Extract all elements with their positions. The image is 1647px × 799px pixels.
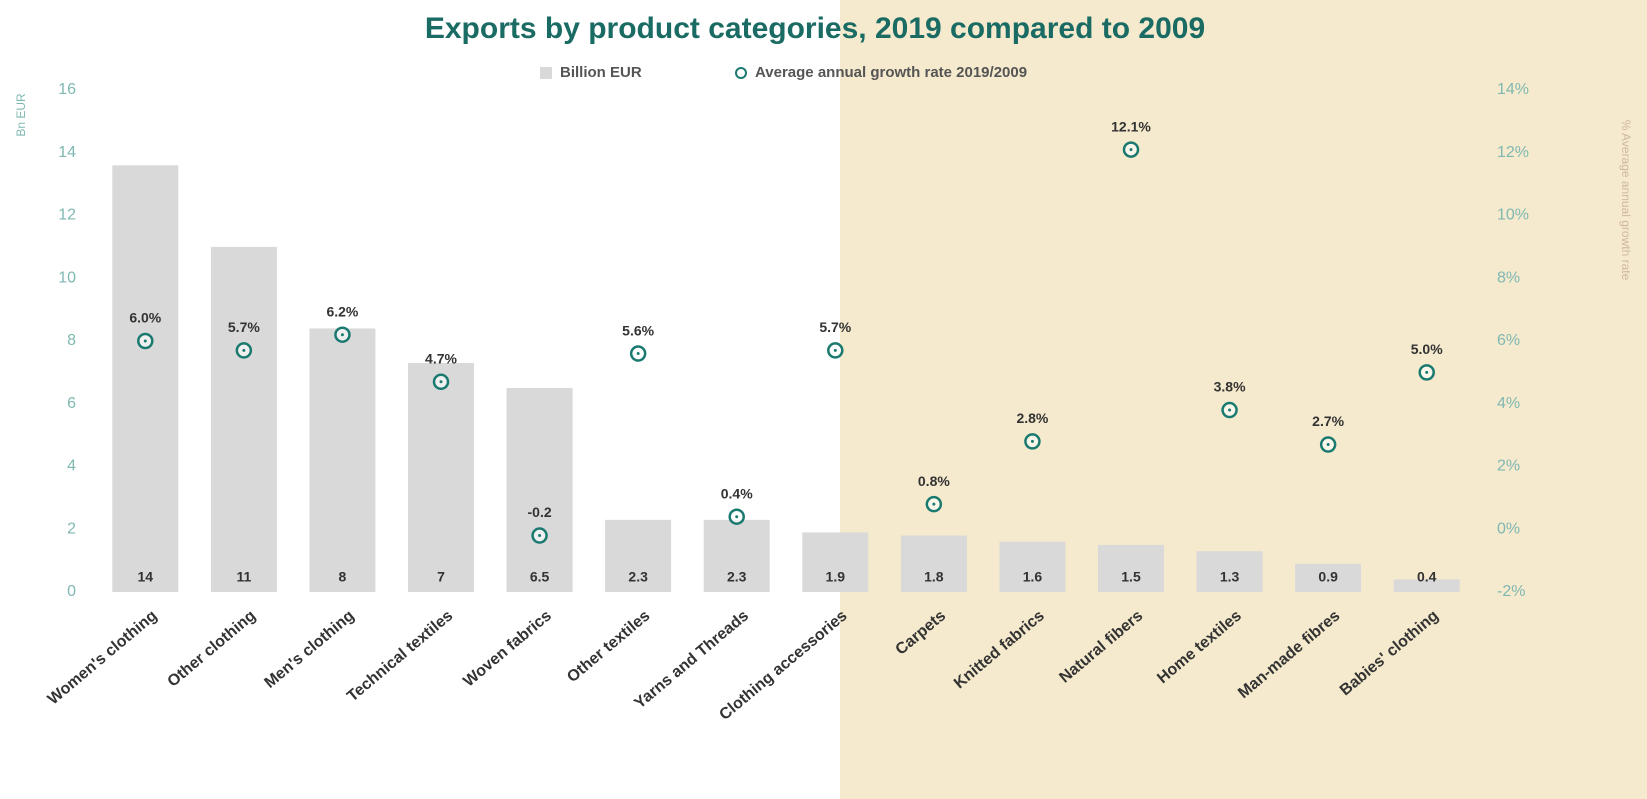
bar-value-label: 1.8 xyxy=(924,569,944,585)
growth-marker-dot xyxy=(833,348,837,352)
growth-value-label: 4.7% xyxy=(425,350,457,366)
growth-value-label: 5.6% xyxy=(622,322,654,338)
photo-overlay xyxy=(840,0,1647,799)
bar xyxy=(1393,579,1460,592)
bar xyxy=(309,328,376,592)
growth-value-label: 3.8% xyxy=(1214,379,1246,395)
y-tick-label: 6 xyxy=(67,395,76,412)
growth-marker-dot xyxy=(1228,408,1232,412)
growth-marker-dot xyxy=(636,352,640,356)
bar-value-label: 1.6 xyxy=(1023,569,1043,585)
bar-value-label: 6.5 xyxy=(530,569,550,585)
y-tick-label: 4 xyxy=(67,458,76,475)
bar-value-label: 7 xyxy=(437,569,445,585)
y2-axis-title: % Average annual growth rate xyxy=(1619,120,1633,281)
y-tick-label: 10 xyxy=(58,269,76,286)
y2-tick-label: 12% xyxy=(1497,144,1529,161)
y-tick-label: 0 xyxy=(67,583,76,600)
bar xyxy=(999,541,1066,592)
bar xyxy=(1196,551,1263,592)
growth-marker-dot xyxy=(932,502,936,506)
bar xyxy=(900,535,967,592)
y-axis-title: Bn EUR xyxy=(14,93,28,137)
bar-value-label: 0.9 xyxy=(1318,569,1338,585)
growth-value-label: 6.0% xyxy=(129,310,161,326)
growth-marker-dot xyxy=(143,339,147,343)
growth-value-label: 2.8% xyxy=(1016,410,1048,426)
bar-value-label: 1.5 xyxy=(1121,569,1141,585)
y-tick-label: 2 xyxy=(67,520,76,537)
growth-value-label: 5.7% xyxy=(819,319,851,335)
growth-marker-dot xyxy=(1129,148,1133,152)
y-tick-label: 8 xyxy=(67,332,76,349)
bar-value-label: 14 xyxy=(137,569,153,585)
bar-value-label: 0.4 xyxy=(1417,569,1437,585)
bar-value-label: 1.3 xyxy=(1220,569,1240,585)
growth-marker-dot xyxy=(735,515,739,519)
y2-tick-label: 14% xyxy=(1497,81,1529,98)
bar xyxy=(112,165,179,593)
bar-value-label: 2.3 xyxy=(628,569,648,585)
y2-tick-label: -2% xyxy=(1497,583,1525,600)
bar xyxy=(1295,563,1362,592)
growth-value-label: 5.0% xyxy=(1411,341,1443,357)
bar xyxy=(605,519,672,592)
y2-tick-label: 6% xyxy=(1497,332,1520,349)
y2-tick-label: 4% xyxy=(1497,395,1520,412)
growth-marker-dot xyxy=(340,333,344,337)
bar xyxy=(506,388,573,592)
bar-value-label: 1.9 xyxy=(826,569,846,585)
bar-value-label: 11 xyxy=(236,569,251,585)
growth-marker-dot xyxy=(242,348,246,352)
growth-value-label: 6.2% xyxy=(326,303,358,319)
chart-title: Exports by product categories, 2019 comp… xyxy=(425,12,1205,45)
bar-value-label: 8 xyxy=(339,569,347,585)
y2-tick-label: 2% xyxy=(1497,458,1520,475)
legend-label: Average annual growth rate 2019/2009 xyxy=(755,64,1027,81)
growth-value-label: 12.1% xyxy=(1111,118,1151,134)
bar xyxy=(802,532,869,592)
y2-tick-label: 10% xyxy=(1497,207,1529,224)
y-tick-label: 16 xyxy=(58,81,76,98)
legend-swatch xyxy=(540,67,552,79)
y-tick-label: 12 xyxy=(58,207,76,224)
growth-marker-dot xyxy=(1326,443,1330,447)
y2-tick-label: 8% xyxy=(1497,269,1520,286)
bar xyxy=(408,362,474,592)
legend-label: Billion EUR xyxy=(560,64,642,81)
growth-marker-dot xyxy=(1425,370,1429,374)
bar xyxy=(703,519,770,592)
bar-value-label: 2.3 xyxy=(727,569,747,585)
growth-value-label: 0.4% xyxy=(721,485,753,501)
legend-swatch xyxy=(735,67,747,79)
growth-value-label: 0.8% xyxy=(918,473,950,489)
growth-marker-dot xyxy=(1030,439,1034,443)
growth-value-label: -0.2 xyxy=(528,504,552,520)
y2-tick-label: 0% xyxy=(1497,520,1520,537)
growth-marker-dot xyxy=(538,534,542,538)
y-tick-label: 14 xyxy=(58,144,76,161)
growth-value-label: 2.7% xyxy=(1312,413,1344,429)
bar xyxy=(1098,544,1164,592)
growth-marker-dot xyxy=(439,380,443,384)
bar xyxy=(210,246,277,592)
growth-value-label: 5.7% xyxy=(228,319,260,335)
